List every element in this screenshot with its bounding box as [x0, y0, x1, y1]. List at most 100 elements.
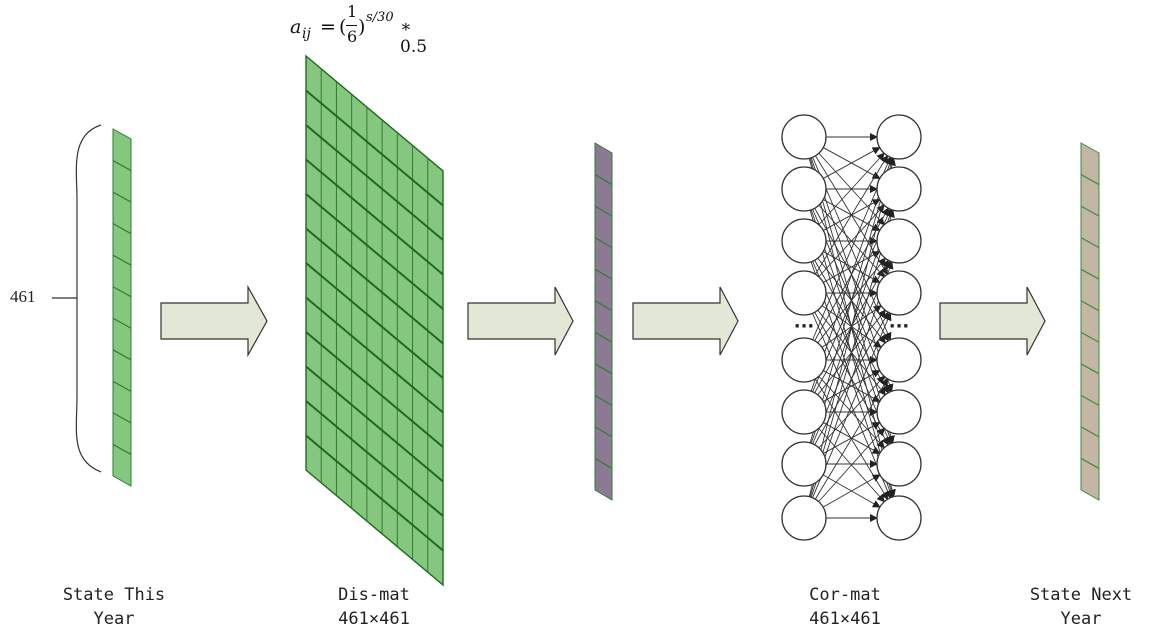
ellipsis-left: ···	[794, 316, 815, 337]
network-node-right	[876, 337, 922, 383]
network-node-left	[781, 337, 827, 383]
vector-cell-divider	[594, 363, 613, 375]
network-edge	[809, 157, 895, 443]
network-node-left	[781, 218, 827, 264]
vector-cell-divider	[594, 268, 613, 280]
vector-cell-divider	[1080, 394, 1100, 406]
flow-arrow-2	[467, 286, 574, 356]
formula-close-paren: )	[358, 16, 366, 38]
formula-equals: =	[320, 16, 336, 38]
caption-line: 461×461	[338, 609, 410, 629]
flow-arrow-3	[632, 286, 739, 356]
caption-line: Year	[1060, 609, 1102, 629]
vector-cell-divider	[1080, 174, 1100, 186]
vector-cell-divider	[112, 191, 132, 203]
vector-cell-divider	[594, 331, 613, 343]
matrix-row-line	[305, 296, 444, 414]
caption-dis-mat: Dis-mat 461×461	[304, 583, 444, 631]
vector-cell-divider	[594, 174, 613, 186]
caption-cor-mat: Cor-mat 461×461	[775, 583, 915, 631]
formula-subscript: ij	[302, 26, 311, 42]
caption-line: State This	[62, 585, 166, 605]
vector-cell-divider	[1080, 331, 1100, 343]
matrix-row-line	[305, 89, 444, 207]
flow-arrow-4	[939, 286, 1046, 356]
network-node-left	[781, 495, 827, 541]
network-node-right	[876, 389, 922, 435]
caption-line: Cor-mat	[809, 585, 881, 605]
vector-cell-divider	[1080, 457, 1100, 469]
network-edge	[822, 474, 881, 508]
state-this-year-vector	[112, 128, 132, 487]
matrix-row-line	[305, 262, 444, 379]
ellipsis-right: ···	[889, 316, 910, 337]
network-edge	[808, 157, 896, 497]
network-edge	[818, 375, 885, 449]
network-edge	[823, 422, 881, 454]
vector-cell-divider	[112, 412, 132, 424]
network-edge	[809, 209, 895, 497]
vector-cell-divider	[594, 457, 613, 469]
intermediate-vector	[594, 142, 613, 501]
network-node-left	[781, 389, 827, 435]
caption-state-next-year: State Next Year	[1011, 583, 1151, 631]
vector-cell-divider	[112, 254, 132, 266]
vector-cell-divider	[1080, 363, 1100, 375]
vector-cell-divider	[1080, 205, 1100, 217]
matrix-row-line	[305, 193, 444, 310]
network-node-left	[781, 114, 827, 160]
vector-cell-divider	[1080, 237, 1100, 249]
formula-lhs: a	[290, 16, 302, 38]
matrix-row-line	[305, 227, 444, 345]
network-node-right	[876, 495, 922, 541]
size-bracket	[75, 124, 102, 473]
network-node-left	[781, 441, 827, 487]
network-edge	[814, 377, 889, 500]
network-node-right	[876, 114, 922, 160]
formula-tail: ∗ 0.5	[400, 17, 428, 57]
formula-open-paren: (	[339, 16, 347, 38]
network-node-left	[781, 270, 827, 316]
matrix-row-line	[305, 400, 444, 517]
vector-cell-divider	[594, 426, 613, 438]
network-node-right	[876, 441, 922, 487]
vector-cell-divider	[1080, 268, 1100, 280]
network-node-left	[781, 166, 827, 212]
vector-body	[112, 128, 132, 487]
vector-size-label: 461	[10, 287, 36, 306]
vector-cell-divider	[594, 394, 613, 406]
network-edge	[818, 152, 885, 226]
formula-numerator: 1	[347, 2, 358, 21]
matrix-row-line	[305, 331, 444, 448]
caption-line: 461×461	[809, 609, 881, 629]
vector-cell-divider	[594, 300, 613, 312]
cor-mat-network-nodes	[781, 114, 922, 541]
vector-cell-divider	[112, 443, 132, 455]
flow-arrow-1	[160, 284, 268, 358]
matrix-row-line	[305, 158, 444, 276]
caption-line: Dis-mat	[338, 585, 410, 605]
matrix-row-line	[305, 434, 444, 552]
formula-exponent: s/30	[366, 10, 394, 25]
vector-cell-divider	[1080, 426, 1100, 438]
caption-line: Year	[93, 609, 135, 629]
vector-body	[594, 142, 613, 501]
network-edge	[818, 427, 885, 502]
network-edge	[815, 154, 889, 275]
vector-cell-divider	[112, 160, 132, 172]
network-node-right	[876, 270, 922, 316]
formula-denominator: 6	[347, 27, 358, 46]
state-next-year-vector	[1080, 142, 1100, 501]
caption-line: State Next	[1029, 585, 1133, 605]
network-edge	[823, 147, 881, 179]
matrix-row-line	[305, 124, 444, 241]
vector-cell-divider	[594, 237, 613, 249]
vector-cell-divider	[112, 349, 132, 361]
vector-body	[1080, 142, 1100, 501]
formula-fraction-bar	[346, 25, 357, 26]
caption-state-this-year: State This Year	[44, 583, 184, 631]
network-node-right	[876, 166, 922, 212]
vector-cell-divider	[594, 205, 613, 217]
vector-cell-divider	[112, 380, 132, 392]
